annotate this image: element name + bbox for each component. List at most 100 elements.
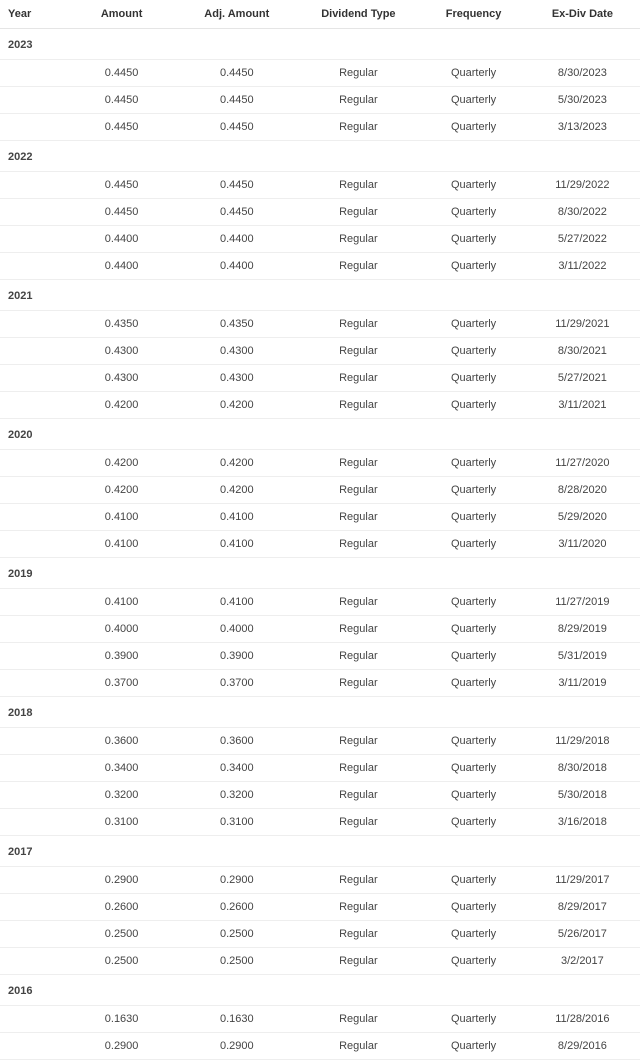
cell-frequency: Quarterly: [422, 311, 524, 338]
cell-frequency: Quarterly: [422, 226, 524, 253]
cell-dividend-type: Regular: [294, 670, 422, 697]
cell-adj-amount: 0.3200: [179, 782, 294, 809]
cell-amount: 0.4100: [64, 531, 179, 558]
cell-frequency: Quarterly: [422, 253, 524, 280]
cell-dividend-type: Regular: [294, 172, 422, 199]
cell-frequency: Quarterly: [422, 670, 524, 697]
cell-dividend-type: Regular: [294, 311, 422, 338]
cell-frequency: Quarterly: [422, 867, 524, 894]
cell-ex-div-date: 5/30/2023: [525, 87, 640, 114]
cell-ex-div-date: 11/28/2016: [525, 1006, 640, 1033]
cell-frequency: Quarterly: [422, 172, 524, 199]
cell-amount: 0.4450: [64, 199, 179, 226]
table-row: 0.42000.4200RegularQuarterly3/11/2021: [0, 392, 640, 419]
cell-ex-div-date: 5/27/2022: [525, 226, 640, 253]
cell-year: [0, 755, 64, 782]
table-row: 0.44500.4450RegularQuarterly8/30/2023: [0, 60, 640, 87]
cell-adj-amount: 0.4100: [179, 531, 294, 558]
cell-amount: 0.1630: [64, 1006, 179, 1033]
year-group-row: 2019: [0, 558, 640, 589]
cell-frequency: Quarterly: [422, 504, 524, 531]
cell-ex-div-date: 5/30/2018: [525, 782, 640, 809]
cell-frequency: Quarterly: [422, 948, 524, 975]
year-group-row: 2016: [0, 975, 640, 1006]
cell-dividend-type: Regular: [294, 867, 422, 894]
col-adj-amount: Adj. Amount: [179, 0, 294, 29]
table-row: 0.44500.4450RegularQuarterly11/29/2022: [0, 172, 640, 199]
year-group-row: 2020: [0, 419, 640, 450]
table-row: 0.25000.2500RegularQuarterly5/26/2017: [0, 921, 640, 948]
table-row: 0.29000.2900RegularQuarterly11/29/2017: [0, 867, 640, 894]
cell-adj-amount: 0.2900: [179, 1033, 294, 1060]
cell-ex-div-date: 8/30/2023: [525, 60, 640, 87]
cell-amount: 0.2500: [64, 921, 179, 948]
cell-ex-div-date: 8/30/2021: [525, 338, 640, 365]
cell-frequency: Quarterly: [422, 589, 524, 616]
cell-frequency: Quarterly: [422, 643, 524, 670]
cell-amount: 0.3900: [64, 643, 179, 670]
year-group-row: 2021: [0, 280, 640, 311]
year-label: 2021: [0, 280, 640, 311]
year-label: 2016: [0, 975, 640, 1006]
cell-amount: 0.2600: [64, 894, 179, 921]
cell-amount: 0.4400: [64, 226, 179, 253]
cell-frequency: Quarterly: [422, 809, 524, 836]
cell-year: [0, 616, 64, 643]
cell-frequency: Quarterly: [422, 894, 524, 921]
cell-adj-amount: 0.3700: [179, 670, 294, 697]
cell-ex-div-date: 3/11/2020: [525, 531, 640, 558]
cell-dividend-type: Regular: [294, 643, 422, 670]
cell-year: [0, 172, 64, 199]
table-row: 0.43000.4300RegularQuarterly5/27/2021: [0, 365, 640, 392]
cell-dividend-type: Regular: [294, 365, 422, 392]
cell-ex-div-date: 3/11/2021: [525, 392, 640, 419]
cell-adj-amount: 0.4450: [179, 87, 294, 114]
cell-year: [0, 921, 64, 948]
cell-dividend-type: Regular: [294, 921, 422, 948]
table-row: 0.44500.4450RegularQuarterly3/13/2023: [0, 114, 640, 141]
year-label: 2019: [0, 558, 640, 589]
table-row: 0.42000.4200RegularQuarterly8/28/2020: [0, 477, 640, 504]
cell-year: [0, 589, 64, 616]
year-label: 2022: [0, 141, 640, 172]
cell-adj-amount: 0.4000: [179, 616, 294, 643]
cell-ex-div-date: 11/27/2019: [525, 589, 640, 616]
cell-ex-div-date: 8/30/2022: [525, 199, 640, 226]
cell-adj-amount: 0.4450: [179, 114, 294, 141]
cell-ex-div-date: 3/16/2018: [525, 809, 640, 836]
cell-amount: 0.4300: [64, 365, 179, 392]
cell-frequency: Quarterly: [422, 782, 524, 809]
cell-year: [0, 728, 64, 755]
cell-amount: 0.4200: [64, 392, 179, 419]
cell-dividend-type: Regular: [294, 1033, 422, 1060]
cell-dividend-type: Regular: [294, 253, 422, 280]
cell-frequency: Quarterly: [422, 114, 524, 141]
cell-year: [0, 504, 64, 531]
col-frequency: Frequency: [422, 0, 524, 29]
cell-amount: 0.3400: [64, 755, 179, 782]
cell-amount: 0.3700: [64, 670, 179, 697]
col-dividend-type: Dividend Type: [294, 0, 422, 29]
year-group-row: 2018: [0, 697, 640, 728]
cell-adj-amount: 0.3100: [179, 809, 294, 836]
table-row: 0.36000.3600RegularQuarterly11/29/2018: [0, 728, 640, 755]
cell-dividend-type: Regular: [294, 782, 422, 809]
table-row: 0.31000.3100RegularQuarterly3/16/2018: [0, 809, 640, 836]
col-ex-div-date: Ex-Div Date: [525, 0, 640, 29]
cell-dividend-type: Regular: [294, 114, 422, 141]
cell-year: [0, 531, 64, 558]
cell-dividend-type: Regular: [294, 531, 422, 558]
cell-year: [0, 392, 64, 419]
table-row: 0.32000.3200RegularQuarterly5/30/2018: [0, 782, 640, 809]
table-row: 0.34000.3400RegularQuarterly8/30/2018: [0, 755, 640, 782]
cell-frequency: Quarterly: [422, 531, 524, 558]
cell-year: [0, 867, 64, 894]
cell-ex-div-date: 3/11/2019: [525, 670, 640, 697]
cell-amount: 0.4100: [64, 504, 179, 531]
cell-frequency: Quarterly: [422, 60, 524, 87]
cell-frequency: Quarterly: [422, 1006, 524, 1033]
cell-ex-div-date: 11/29/2021: [525, 311, 640, 338]
cell-frequency: Quarterly: [422, 365, 524, 392]
cell-frequency: Quarterly: [422, 450, 524, 477]
cell-amount: 0.4200: [64, 450, 179, 477]
